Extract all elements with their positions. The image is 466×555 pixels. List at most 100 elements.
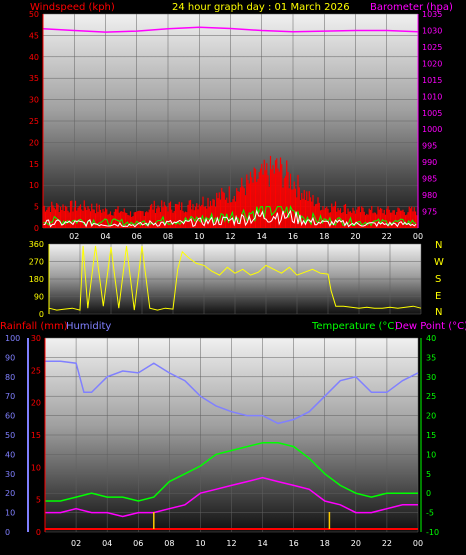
compass-n-top: N xyxy=(435,240,442,251)
barometer-tick-label: 1020 xyxy=(422,59,442,68)
humidity-tick-label: 60 xyxy=(5,412,15,421)
temperature-tick-label: 5 xyxy=(426,470,431,479)
temperature-tick-label: 40 xyxy=(426,334,436,343)
time-tick-label: 00 xyxy=(413,539,423,548)
time-tick-label: 04 xyxy=(100,232,110,241)
temperature-tick-label: 25 xyxy=(426,392,436,401)
windspeed-tick-label: 0 xyxy=(34,224,39,233)
humidity-tick-label: 50 xyxy=(5,431,15,440)
rainfall-label: Rainfall (mm) xyxy=(0,321,68,332)
time-tick-label: 18 xyxy=(319,232,329,241)
barometer-tick-label: 1015 xyxy=(422,76,442,85)
direction-grid xyxy=(49,243,422,315)
compass-n-bottom: N xyxy=(435,307,442,318)
temp-humidity-axes: 0102030405060708090100051015202530-10-50… xyxy=(5,334,439,548)
time-tick-label: 20 xyxy=(350,232,360,241)
barometer-tick-label: 1025 xyxy=(422,43,442,52)
wind-pressure-grid xyxy=(43,13,419,229)
time-tick-label: 20 xyxy=(351,539,361,548)
time-tick-label: 06 xyxy=(132,232,142,241)
temperature-tick-label: 15 xyxy=(426,431,436,440)
direction-tick-label: 0 xyxy=(39,310,44,319)
barometer-tick-label: 1010 xyxy=(422,92,442,101)
humidity-tick-label: 20 xyxy=(5,489,15,498)
humidity-label: Humidity xyxy=(66,321,111,332)
windspeed-label: Windspeed (kph) xyxy=(30,2,115,13)
dewpoint-label: Dew Point (°C) xyxy=(395,321,466,332)
barometer-tick-label: 995 xyxy=(422,142,437,151)
windspeed-tick-label: 10 xyxy=(29,181,39,190)
humidity-tick-label: 80 xyxy=(5,373,15,382)
windspeed-tick-label: 20 xyxy=(29,138,39,147)
humidity-tick-label: 10 xyxy=(5,509,15,518)
rainfall-tick-label: 25 xyxy=(31,366,41,375)
date-title: 24 hour graph day : 01 March 2026 xyxy=(172,2,350,13)
barometer-tick-label: 1035 xyxy=(422,10,442,19)
windspeed-tick-label: 35 xyxy=(29,74,39,83)
temperature-tick-label: 0 xyxy=(426,489,431,498)
humidity-tick-label: 0 xyxy=(5,528,10,537)
time-tick-label: 12 xyxy=(226,539,236,548)
time-tick-label: 10 xyxy=(194,232,204,241)
time-tick-label: 02 xyxy=(69,232,79,241)
windspeed-tick-label: 50 xyxy=(29,10,39,19)
compass-e: E xyxy=(435,291,441,302)
temp-humidity-series xyxy=(45,360,419,530)
time-tick-label: 14 xyxy=(257,539,267,548)
time-tick-label: 12 xyxy=(225,232,235,241)
time-tick-label: 22 xyxy=(382,539,392,548)
humidity-tick-label: 40 xyxy=(5,450,15,459)
compass-s: S xyxy=(435,274,441,285)
humidity-tick-label: 70 xyxy=(5,392,15,401)
barometer-tick-label: 1000 xyxy=(422,125,442,134)
windspeed-tick-label: 40 xyxy=(29,53,39,62)
time-tick-label: 02 xyxy=(71,539,81,548)
humidity-tick-label: 30 xyxy=(5,470,15,479)
wind-pressure-axes: 0510152025303540455097598098599099510001… xyxy=(29,10,443,241)
direction-line xyxy=(48,245,422,311)
barometer-tick-label: 975 xyxy=(422,208,437,217)
temperature-label: Temperature (°C) xyxy=(311,321,398,332)
windspeed-tick-label: 15 xyxy=(29,160,39,169)
temperature-tick-label: 35 xyxy=(426,353,436,362)
humidity-tick-label: 90 xyxy=(5,353,15,362)
dewpoint-line xyxy=(45,476,418,518)
barometer-label: Barometer (hpa) xyxy=(370,2,453,13)
rainfall-tick-label: 30 xyxy=(31,334,41,343)
time-tick-label: 08 xyxy=(164,539,174,548)
time-tick-label: 14 xyxy=(257,232,267,241)
temperature-tick-label: 20 xyxy=(426,412,436,421)
direction-axes: 0 90 180 270 360 xyxy=(29,240,50,319)
temperature-tick-label: 10 xyxy=(426,450,436,459)
time-tick-label: 06 xyxy=(133,539,143,548)
time-tick-label: 16 xyxy=(289,539,299,548)
barometer-tick-label: 1005 xyxy=(422,109,442,118)
time-tick-label: 00 xyxy=(413,232,423,241)
time-tick-label: 16 xyxy=(288,232,298,241)
barometer-tick-label: 990 xyxy=(422,158,437,167)
time-tick-label: 08 xyxy=(163,232,173,241)
temperature-tick-label: -10 xyxy=(426,528,439,537)
wind-lull-line xyxy=(42,209,417,228)
temp-humidity-grid xyxy=(45,337,419,533)
time-tick-label: 18 xyxy=(320,539,330,548)
humidity-line xyxy=(45,360,419,425)
barometer-tick-label: 985 xyxy=(422,175,437,184)
windspeed-tick-label: 25 xyxy=(29,117,39,126)
rainfall-tick-label: 10 xyxy=(31,463,41,472)
direction-tick-label: 180 xyxy=(29,275,44,284)
wind-average-line xyxy=(42,204,417,227)
rainfall-tick-label: 5 xyxy=(36,496,41,505)
barometer-line xyxy=(42,26,419,33)
temperature-tick-label: -5 xyxy=(426,509,434,518)
windspeed-tick-label: 30 xyxy=(29,96,39,105)
wind-pressure-series xyxy=(42,26,419,228)
time-tick-label: 04 xyxy=(102,539,112,548)
temperature-tick-label: 30 xyxy=(426,373,436,382)
rainfall-tick-label: 15 xyxy=(31,431,41,440)
rainfall-tick-label: 20 xyxy=(31,399,41,408)
temperature-line xyxy=(45,442,418,502)
direction-tick-label: 360 xyxy=(29,240,44,249)
time-tick-label: 22 xyxy=(382,232,392,241)
direction-series xyxy=(48,245,422,311)
